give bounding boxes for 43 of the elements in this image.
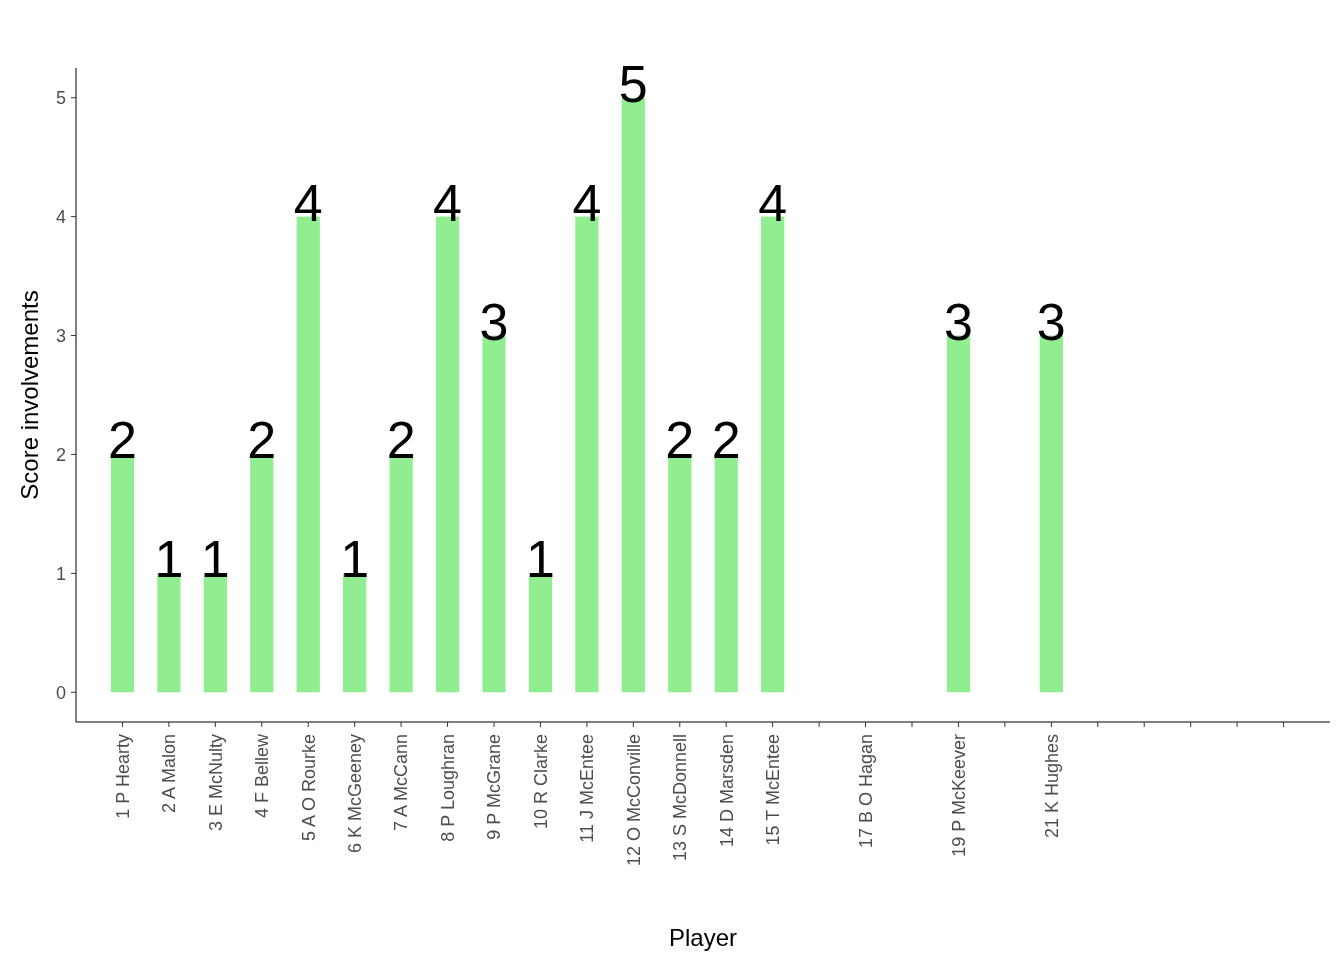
data-label: 1 [525, 530, 555, 589]
x-tick-label: 6 K McGeeney [344, 734, 365, 854]
x-tick-label: 5 A O Rourke [298, 734, 319, 842]
x-tick-label: 17 B O Hagan [855, 734, 876, 849]
x-tick-label: 11 J McEntee [577, 734, 598, 843]
data-label: 2 [107, 411, 137, 470]
data-label: 1 [154, 530, 184, 589]
x-tick-label: 4 F Bellew [252, 733, 273, 819]
data-label: 1 [200, 530, 230, 589]
x-tick-label: 8 P Loughran [437, 734, 458, 842]
x-tick-label: 13 S McDonnell [670, 734, 691, 862]
x-axis-title: Player [668, 924, 738, 951]
y-tick-label: 1 [55, 563, 66, 584]
x-tick-label: 3 E McNulty [205, 734, 226, 832]
data-label: 4 [572, 173, 602, 232]
x-tick-label: 9 P McGrane [484, 734, 505, 840]
y-tick-label: 0 [55, 682, 66, 703]
data-label: 3 [943, 292, 973, 351]
y-axis-title: Score involvements [16, 290, 43, 500]
y-tick-label: 4 [55, 206, 66, 227]
data-label: 3 [479, 292, 509, 351]
x-tick-label: 15 T McEntee [762, 734, 783, 846]
y-tick-label: 3 [55, 325, 66, 346]
y-tick-label: 2 [55, 444, 66, 465]
data-label: 2 [665, 411, 695, 470]
x-tick-label: 12 O McConville [623, 734, 644, 867]
data-label: 5 [618, 54, 648, 113]
data-label: 2 [386, 411, 416, 470]
y-tick-label: 5 [55, 88, 66, 109]
data-label: 4 [758, 173, 788, 232]
x-tick-label: 7 A McCann [391, 734, 412, 832]
data-label: 4 [293, 173, 323, 232]
data-label: 3 [1036, 292, 1066, 351]
x-tick-label: 10 R Clarke [530, 734, 551, 830]
data-label: 2 [711, 411, 741, 470]
x-tick-label: 14 D Marsden [716, 734, 737, 848]
data-label: 4 [433, 173, 463, 232]
x-tick-label: 19 P McKeever [948, 734, 969, 857]
data-label: 1 [340, 530, 370, 589]
x-tick-label: 1 P Hearty [112, 734, 133, 819]
data-label: 2 [247, 411, 277, 470]
x-tick-label: 2 A Malon [159, 734, 180, 814]
x-tick-label: 21 K Hughes [1041, 734, 1062, 839]
